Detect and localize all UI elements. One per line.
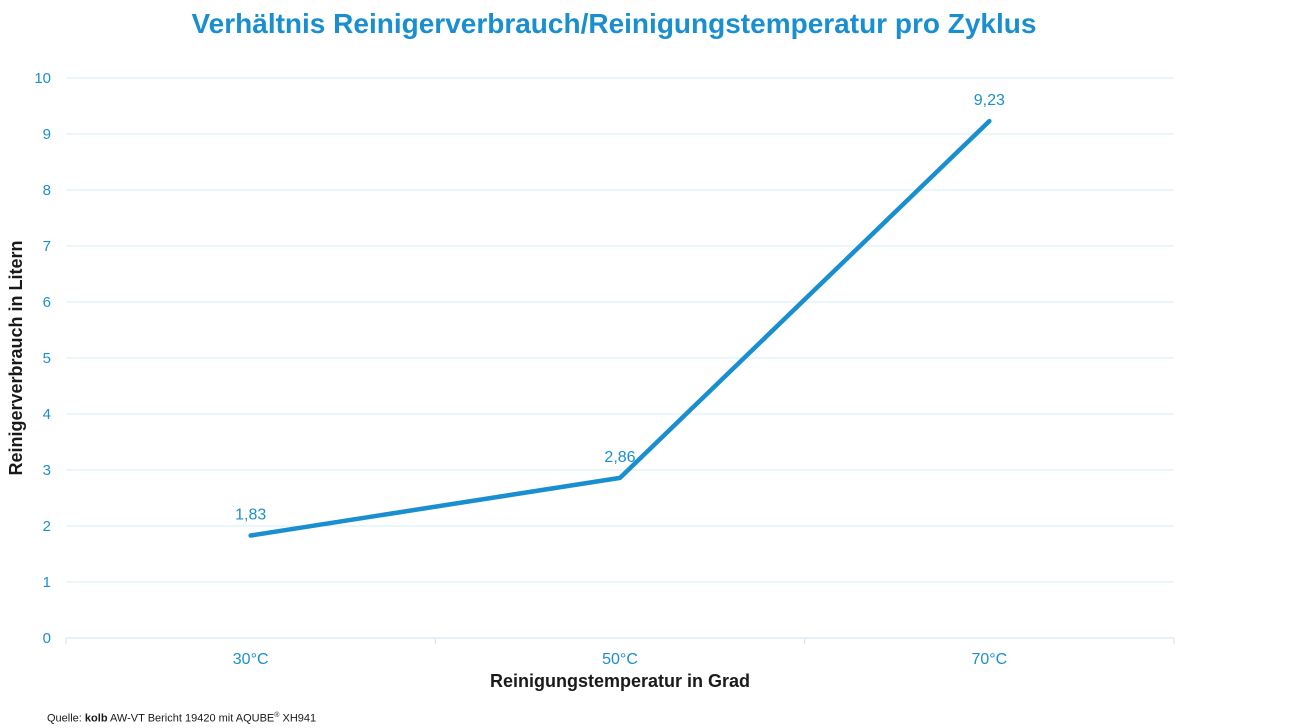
y-axis-title: Reinigerverbrauch in Litern bbox=[6, 240, 26, 475]
data-label: 1,83 bbox=[235, 507, 266, 524]
y-tick-label: 8 bbox=[43, 182, 51, 199]
y-tick-label: 5 bbox=[43, 350, 51, 367]
y-tick-label: 2 bbox=[43, 518, 51, 535]
data-point bbox=[250, 535, 252, 537]
source-text: AW-VT Bericht 19420 mit AQUBE bbox=[110, 712, 275, 725]
y-tick-label: 0 bbox=[43, 630, 51, 647]
y-tick-label: 6 bbox=[43, 294, 51, 311]
series bbox=[248, 118, 992, 538]
x-tick-label: 30°C bbox=[233, 651, 269, 668]
x-tick-label: 70°C bbox=[971, 651, 1007, 668]
y-tick-label: 3 bbox=[43, 462, 51, 479]
data-label: 2,86 bbox=[604, 449, 635, 466]
data-point bbox=[619, 477, 621, 479]
x-axis-title: Reinigungstemperatur in Grad bbox=[490, 671, 750, 691]
chart-title: Verhältnis Reinigerverbrauch/Reinigungst… bbox=[192, 8, 1037, 39]
registered-mark: ® bbox=[274, 712, 280, 719]
series-line bbox=[248, 118, 992, 538]
y-axis-tick-labels: 0 1 2 3 4 5 6 7 8 9 10 bbox=[34, 70, 51, 647]
x-tick-label: 50°C bbox=[602, 651, 638, 668]
source-prefix: Quelle: bbox=[47, 712, 82, 725]
data-labels: 1,83 2,86 9,23 bbox=[235, 92, 1005, 523]
data-label: 9,23 bbox=[974, 92, 1005, 109]
y-tick-label: 1 bbox=[43, 574, 51, 591]
y-tick-label: 10 bbox=[34, 70, 51, 87]
y-tick-label: 9 bbox=[43, 126, 51, 143]
source-suffix: XH941 bbox=[282, 712, 317, 725]
source-brand: kolb bbox=[84, 712, 108, 725]
y-tick-label: 4 bbox=[43, 406, 51, 423]
data-point bbox=[988, 120, 990, 122]
gridlines bbox=[66, 77, 1174, 583]
x-axis bbox=[65, 637, 1175, 644]
source-note: Quelle: kolb AW-VT Bericht 19420 mit AQU… bbox=[47, 712, 316, 725]
y-tick-label: 7 bbox=[43, 238, 51, 255]
x-axis-tick-labels: 30°C 50°C 70°C bbox=[233, 651, 1007, 668]
